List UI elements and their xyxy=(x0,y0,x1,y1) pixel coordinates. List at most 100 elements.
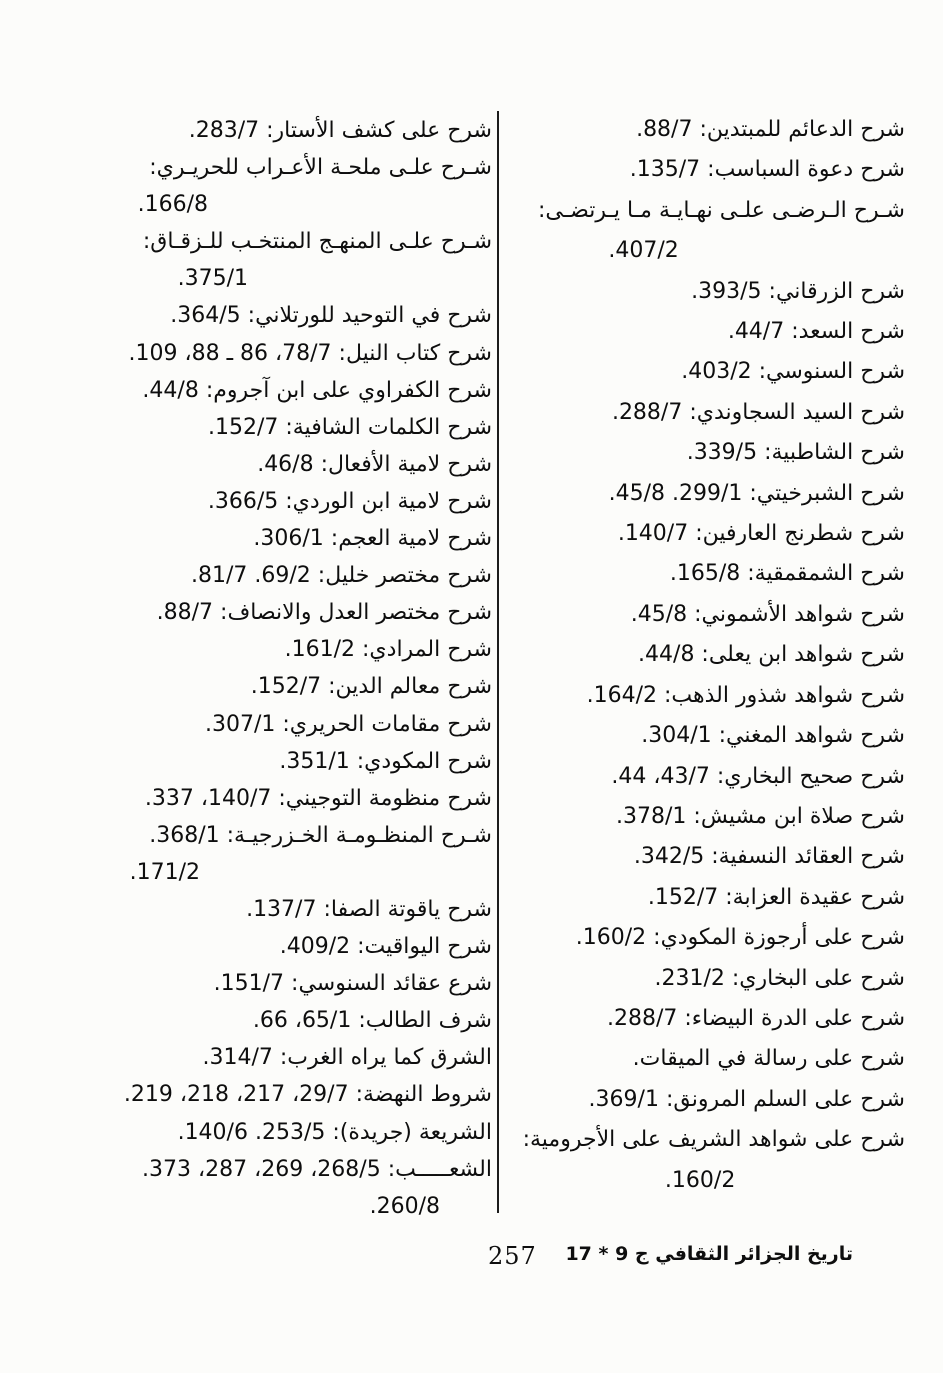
entry-text: شـرح المنظـومـة الخـزرجيـة: 368/1. xyxy=(149,822,492,848)
index-entry: شرح لامية ابن الوردي: 366/5. xyxy=(92,483,492,520)
index-entry: شرح صلاة ابن مشيش: 378/1. xyxy=(501,797,905,837)
entry-continuation: 407/2. xyxy=(608,238,679,264)
index-entry: شرح الشمقمقية: 165/8. xyxy=(501,554,905,594)
index-entry: شـرح الـرضـى علـى نهـايـة مـا يـرتضـى: 40… xyxy=(501,191,905,272)
index-entry: شرح السيد السجاوندي: 288/7. xyxy=(501,393,905,433)
index-entry: شرح على أرجوزة المكودي: 160/2. xyxy=(501,918,905,958)
entry-text: شرح اليواقيت: 409/2. xyxy=(279,934,492,960)
entry-text: شرح على شواهد الشريف على الأجرومية: xyxy=(522,1127,905,1153)
entry-text: شرح دعوة السباسب: 135/7. xyxy=(629,157,905,183)
index-entry: شرح على الدرة البيضاء: 288/7. xyxy=(501,999,905,1039)
index-entry: شرح عقيدة العزابة: 152/7. xyxy=(501,878,905,918)
entry-text: شرح الدعائم للمبتدين: 88/7. xyxy=(636,117,905,142)
entry-text: شرح صحيح البخاري: 43/7، 44. xyxy=(611,763,905,789)
index-entry: شـرح المنظـومـة الخـزرجيـة: 368/1. 171/2. xyxy=(92,817,492,891)
index-entry: شرح على رسالة في الميقات. xyxy=(501,1039,905,1079)
index-entry: شرح شواهد المغني: 304/1. xyxy=(501,716,905,756)
entry-text: شرح صلاة ابن مشيش: 378/1. xyxy=(616,803,905,829)
entry-text: شرح معالم الدين: 152/7. xyxy=(250,674,492,700)
index-entry: شرح السنوسي: 403/2. xyxy=(501,352,905,392)
entry-continuation: 160/2. xyxy=(664,1167,736,1193)
index-entry: شرح صحيح البخاري: 43/7، 44. xyxy=(501,757,905,797)
index-entry: شرح لامية العجم: 306/1. xyxy=(92,520,492,557)
entry-text: شرح شطرنج العارفين: 140/7. xyxy=(617,521,905,547)
entry-text: شرح على كشف الأستار: 283/7. xyxy=(188,118,492,143)
entry-text: شرح شواهد المغني: 304/1. xyxy=(641,723,905,749)
entry-text: شرح المرادي: 161/2. xyxy=(284,637,492,663)
index-entry: شرح على البخاري: 231/2. xyxy=(501,959,905,999)
index-entry: شرح الكفراوي على ابن آجروم: 44/8. xyxy=(92,372,492,409)
index-entry: شرح معالم الدين: 152/7. xyxy=(92,668,492,705)
entry-text: شرح على أرجوزة المكودي: 160/2. xyxy=(575,925,905,951)
index-column-left: شرح على كشف الأستار: 283/7. شـرح علـى ملح… xyxy=(92,112,492,1225)
entry-text: شرح الشبرخيتي: 299/1. 45/8. xyxy=(608,480,905,506)
entry-text: شرح لامية العجم: 306/1. xyxy=(253,526,492,552)
entry-text: شرح على البخاري: 231/2. xyxy=(654,965,905,991)
entry-text: الشرق كما يراه الغرب: 314/7. xyxy=(202,1045,492,1071)
index-entry: شـرح علـى المنهـج المنتخـب للـزقـاق: 375/… xyxy=(92,223,492,297)
entry-text: شرح السيد السجاوندي: 288/7. xyxy=(611,399,905,425)
index-entry: شرح الشبرخيتي: 299/1. 45/8. xyxy=(501,474,905,514)
index-entry: شرح الشاطبية: 339/5. xyxy=(501,433,905,473)
index-entry: شرح لامية الأفعال: 46/8. xyxy=(92,446,492,483)
entry-text: شرح على رسالة في الميقات. xyxy=(632,1046,905,1072)
entry-text: شرح شواهد الأشموني: 45/8. xyxy=(630,601,905,627)
index-entry: شرح شواهد الأشموني: 45/8. xyxy=(501,595,905,635)
index-entry: شرح شواهد شذور الذهب: 164/2. xyxy=(501,676,905,716)
index-entry: الشريعة (جريدة): 253/5. 140/6. xyxy=(92,1114,492,1151)
index-entry: شرح شواهد ابن يعلى: 44/8. xyxy=(501,635,905,675)
entry-text: شرح على السلم المرونق: 369/1. xyxy=(588,1086,905,1112)
entry-text: شرح شواهد ابن يعلى: 44/8. xyxy=(638,642,905,668)
entry-text: شرح لامية الأفعال: 46/8. xyxy=(257,451,492,477)
entry-text: شرح عقيدة العزابة: 152/7. xyxy=(647,884,905,910)
index-entry: الشرق كما يراه الغرب: 314/7. xyxy=(92,1039,492,1076)
index-entry: شرع عقائد السنوسي: 151/7. xyxy=(92,965,492,1002)
index-entry: شرح المرادي: 161/2. xyxy=(92,631,492,668)
entry-text: شرح لامية ابن الوردي: 366/5. xyxy=(207,488,492,514)
entry-text: شرع عقائد السنوسي: 151/7. xyxy=(213,971,492,997)
index-entry: شرح الدعائم للمبتدين: 88/7. xyxy=(501,110,905,150)
index-entry: شـرح علـى ملحـة الأعـراب للحريـري: 166/8. xyxy=(92,149,492,223)
entry-text: شرح الكلمات الشافية: 152/7. xyxy=(207,414,492,440)
index-entry: الشعـــــب: 268/5، 269، 287، 373. 260/8. xyxy=(92,1151,492,1225)
index-entry: شرف الطالب: 65/1، 66. xyxy=(92,1002,492,1039)
index-entry: شرح في التوحيد للورتلاني: 364/5. xyxy=(92,297,492,334)
page-number: 257 xyxy=(488,1242,537,1270)
entry-text: شرح الزرقاني: 393/5. xyxy=(691,278,905,304)
index-entry: شرح اليواقيت: 409/2. xyxy=(92,928,492,965)
entry-text: شرف الطالب: 65/1، 66. xyxy=(252,1008,492,1034)
entry-text: شرح ياقوتة الصفا: 137/7. xyxy=(246,896,492,922)
entry-text: شروط النهضة: 29/7، 217، 218، 219. xyxy=(123,1082,492,1108)
index-entry: شرح المكودي: 351/1. xyxy=(92,743,492,780)
index-entry: شرح مختصر العدل والانصاف: 88/7. xyxy=(92,594,492,631)
entry-text: شـرح الـرضـى علـى نهـايـة مـا يـرتضـى: xyxy=(537,197,905,223)
entry-text: شـرح علـى ملحـة الأعـراب للحريـري: xyxy=(149,155,492,181)
index-entry: شرح على السلم المرونق: 369/1. xyxy=(501,1080,905,1120)
index-entry: شرح مقامات الحريري: 307/1. xyxy=(92,706,492,743)
entry-text: شرح منظومة التوجيني: 140/7، 337. xyxy=(144,785,492,811)
entry-text: شرح مختصر العدل والانصاف: 88/7. xyxy=(156,600,492,626)
entry-text: شرح مقامات الحريري: 307/1. xyxy=(204,711,492,737)
entry-text: شرح المكودي: 351/1. xyxy=(279,748,492,774)
entry-continuation: 375/1. xyxy=(177,266,248,292)
index-entry: شرح السعد: 44/7. xyxy=(501,312,905,352)
index-entry: شرح كتاب النيل: 78/7، 86 ـ 88، 109. xyxy=(92,335,492,372)
entry-text: شرح الشاطبية: 339/5. xyxy=(686,440,905,466)
index-entry: شرح على كشف الأستار: 283/7. xyxy=(92,112,492,149)
index-entry: شرح العقائد النسفية: 342/5. xyxy=(501,837,905,877)
index-entry: شرح مختصر خليل: 69/2. 81/7. xyxy=(92,557,492,594)
index-entry: شرح منظومة التوجيني: 140/7، 337. xyxy=(92,780,492,817)
index-entry: شروط النهضة: 29/7، 217، 218، 219. xyxy=(92,1076,492,1113)
index-entry: شرح شطرنج العارفين: 140/7. xyxy=(501,514,905,554)
entry-text: شرح الشمقمقية: 165/8. xyxy=(669,561,905,587)
index-entry: شرح دعوة السباسب: 135/7. xyxy=(501,150,905,190)
index-entry: شرح ياقوتة الصفا: 137/7. xyxy=(92,891,492,928)
entry-text: شرح السعد: 44/7. xyxy=(727,319,905,345)
entry-text: شرح السنوسي: 403/2. xyxy=(681,359,905,385)
entry-continuation: 171/2. xyxy=(129,859,200,885)
index-column-right: شرح الدعائم للمبتدين: 88/7. شرح دعوة السب… xyxy=(501,110,905,1201)
entry-text: شـرح علـى المنهـج المنتخـب للـزقـاق: xyxy=(142,229,492,255)
entry-text: الشعـــــب: 268/5، 269، 287، 373. xyxy=(142,1156,492,1182)
entry-continuation: 260/8. xyxy=(369,1193,440,1219)
